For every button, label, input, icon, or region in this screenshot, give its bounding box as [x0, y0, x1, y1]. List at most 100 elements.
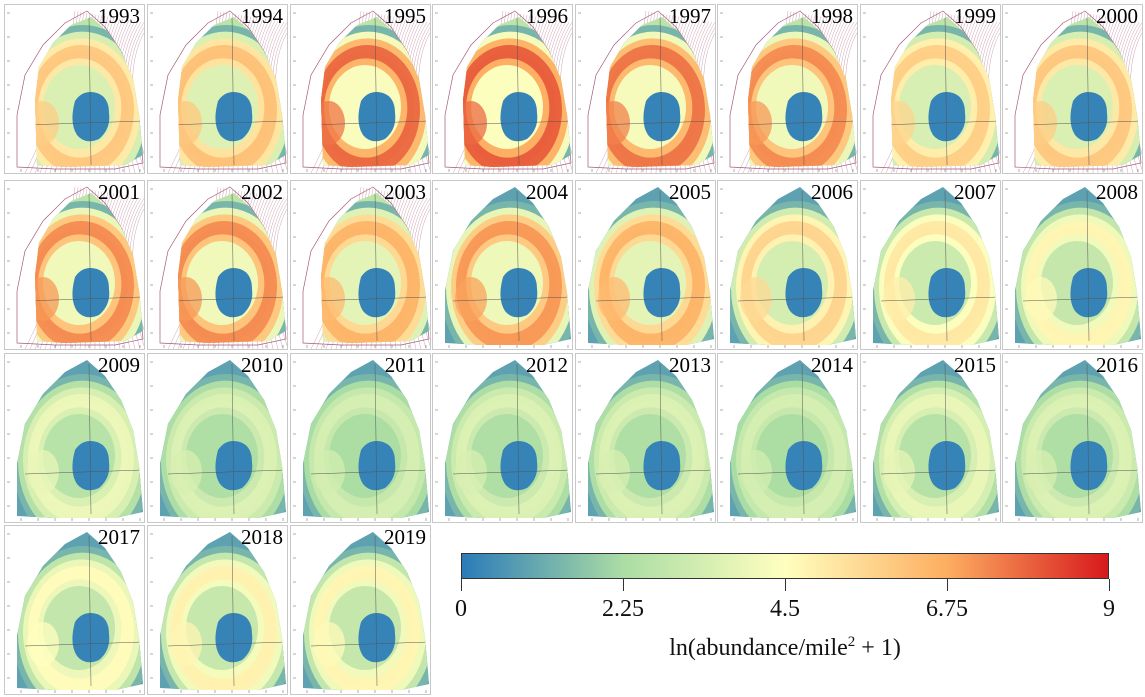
colorbar-title-prefix: ln(abundance/mile: [669, 635, 848, 661]
abundance-map: [293, 532, 429, 693]
abundance-map: [578, 187, 714, 348]
map-axes: [863, 188, 997, 348]
map-axes: [720, 188, 854, 348]
map-axes: [1005, 361, 1139, 521]
map-panel-2012: 2012: [432, 353, 573, 523]
panel-year-label: 2001: [98, 180, 140, 204]
abundance-map: [720, 360, 856, 521]
panel-year-label: 2016: [1096, 353, 1138, 377]
abundance-surface: [1015, 187, 1141, 345]
map-panel-2007: 2007: [860, 180, 1001, 350]
panel-year-label: 2003: [384, 180, 426, 204]
map-panel-1998: 1998: [717, 4, 858, 174]
abundance-map: [720, 187, 856, 348]
colorbar-tick: [784, 579, 786, 591]
abundance-map: [293, 360, 429, 521]
map-axes: [863, 361, 997, 521]
abundance-map: [1005, 187, 1141, 348]
map-axes: [578, 188, 712, 348]
abundance-surface: [35, 193, 143, 343]
abundance-surface: [588, 187, 714, 345]
panel-year-label: 2015: [954, 353, 996, 377]
abundance-map: [7, 360, 143, 521]
map-axes: [293, 12, 427, 172]
abundance-surface: [730, 360, 856, 518]
map-axes: [863, 12, 997, 172]
map-panel-2019: 2019: [290, 525, 431, 695]
panel-year-label: 2005: [669, 180, 711, 204]
map-axes: [578, 12, 712, 172]
abundance-surface: [1015, 360, 1141, 518]
panel-year-label: 2018: [241, 525, 283, 549]
map-axes: [7, 533, 141, 693]
map-panel-2010: 2010: [147, 353, 288, 523]
map-panel-1999: 1999: [860, 4, 1001, 174]
map-panel-2004: 2004: [432, 180, 573, 350]
colorbar: [461, 553, 1109, 579]
map-axes: [150, 361, 284, 521]
map-axes: [7, 12, 141, 172]
map-panel-1997: 1997: [575, 4, 716, 174]
colorbar-legend: 0 2.25 4.5 6.75 9 ln(abundance/mile2 + 1): [455, 548, 1125, 678]
map-panel-2008: 2008: [1002, 180, 1143, 350]
abundance-map: [1005, 360, 1141, 521]
abundance-map: [720, 10, 857, 173]
abundance-surface: [35, 17, 143, 167]
colorbar-title: ln(abundance/mile2 + 1): [455, 634, 1115, 662]
abundance-map: [7, 186, 144, 349]
map-panel-1993: 1993: [4, 4, 145, 174]
abundance-surface: [17, 360, 143, 518]
abundance-map: [150, 10, 287, 173]
map-panel-2005: 2005: [575, 180, 716, 350]
panel-year-label: 2011: [384, 353, 426, 377]
colorbar-tick-label: 2.25: [602, 596, 644, 622]
map-panel-2013: 2013: [575, 353, 716, 523]
abundance-surface: [303, 360, 429, 518]
map-axes: [7, 361, 141, 521]
abundance-surface: [178, 17, 286, 167]
abundance-surface: [748, 17, 856, 167]
colorbar-tick-label: 4.5: [770, 596, 800, 622]
map-panel-2000: 2000: [1002, 4, 1143, 174]
map-axes: [435, 12, 569, 172]
map-axes: [150, 533, 284, 693]
abundance-map: [863, 10, 1000, 173]
map-panel-2002: 2002: [147, 180, 288, 350]
abundance-surface: [321, 193, 429, 343]
colorbar-tick-label: 0: [455, 596, 467, 622]
abundance-map: [435, 360, 571, 521]
map-panel-2018: 2018: [147, 525, 288, 695]
map-axes: [578, 361, 712, 521]
abundance-surface: [321, 17, 429, 167]
abundance-map: [863, 187, 999, 348]
abundance-surface: [873, 187, 999, 345]
panel-year-label: 1995: [384, 4, 426, 28]
colorbar-tick-label: 9: [1103, 596, 1115, 622]
panel-year-label: 2002: [241, 180, 283, 204]
panel-year-label: 2006: [811, 180, 853, 204]
abundance-map: [578, 360, 714, 521]
map-panel-2003: 2003: [290, 180, 431, 350]
map-panel-1995: 1995: [290, 4, 431, 174]
panel-year-label: 2008: [1096, 180, 1138, 204]
panel-year-label: 2004: [526, 180, 568, 204]
map-panel-1996: 1996: [432, 4, 573, 174]
abundance-surface: [303, 532, 429, 690]
map-axes: [293, 188, 427, 348]
panel-year-label: 2009: [98, 353, 140, 377]
abundance-surface: [606, 17, 714, 167]
abundance-surface: [730, 187, 856, 345]
map-axes: [293, 361, 427, 521]
abundance-map: [7, 10, 144, 173]
panel-year-label: 1993: [98, 4, 140, 28]
map-panel-2016: 2016: [1002, 353, 1143, 523]
map-axes: [1005, 188, 1139, 348]
panel-year-label: 2012: [526, 353, 568, 377]
map-panel-2015: 2015: [860, 353, 1001, 523]
abundance-surface: [873, 360, 999, 518]
abundance-surface: [160, 532, 286, 690]
map-panel-2011: 2011: [290, 353, 431, 523]
abundance-map: [293, 186, 430, 349]
colorbar-tick: [946, 579, 948, 591]
